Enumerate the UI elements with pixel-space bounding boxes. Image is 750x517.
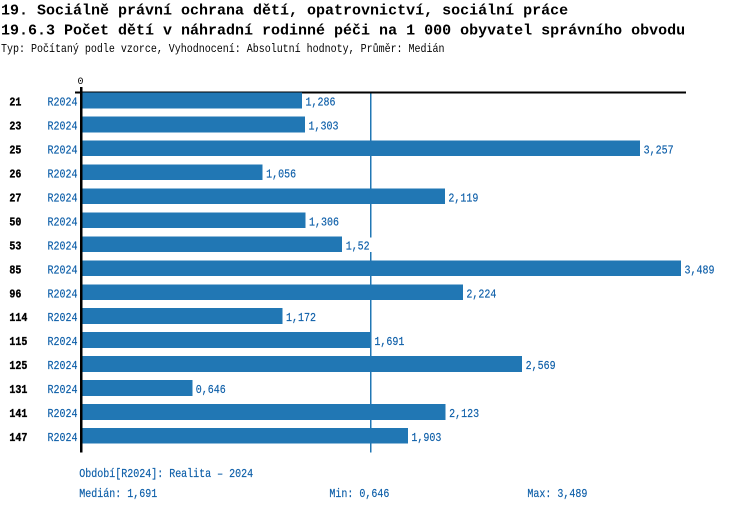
- svg-text:R2024: R2024: [48, 432, 78, 445]
- svg-text:131: 131: [9, 384, 27, 397]
- svg-text:1,172: 1,172: [286, 313, 316, 326]
- svg-text:R2024: R2024: [48, 97, 78, 110]
- svg-text:2,224: 2,224: [466, 289, 496, 302]
- svg-text:147: 147: [9, 432, 27, 445]
- svg-text:25: 25: [9, 145, 21, 158]
- svg-text:1,306: 1,306: [309, 217, 339, 230]
- svg-text:R2024: R2024: [48, 337, 78, 350]
- svg-text:Medián: 1,691: Medián: 1,691: [79, 488, 157, 501]
- svg-text:R2024: R2024: [48, 313, 78, 326]
- svg-text:R2024: R2024: [48, 289, 78, 302]
- svg-text:2,123: 2,123: [449, 408, 479, 421]
- svg-text:Typ: Počítaný podle vzorce, Vy: Typ: Počítaný podle vzorce, Vyhodnocení:…: [1, 42, 445, 56]
- svg-text:19. Sociálně právní ochrana dě: 19. Sociálně právní ochrana dětí, opatro…: [1, 3, 568, 20]
- svg-text:R2024: R2024: [48, 408, 78, 421]
- svg-text:3,257: 3,257: [644, 145, 674, 158]
- svg-text:1,286: 1,286: [306, 97, 336, 110]
- svg-text:R2024: R2024: [48, 121, 78, 134]
- svg-text:R2024: R2024: [48, 384, 78, 397]
- svg-text:23: 23: [9, 121, 21, 134]
- svg-text:1,52: 1,52: [346, 241, 370, 254]
- svg-text:2,569: 2,569: [526, 360, 556, 373]
- svg-text:125: 125: [9, 360, 27, 373]
- svg-text:3,489: 3,489: [685, 265, 715, 278]
- svg-text:114: 114: [9, 313, 27, 326]
- svg-text:50: 50: [9, 217, 21, 230]
- svg-text:53: 53: [9, 241, 21, 254]
- svg-text:R2024: R2024: [48, 360, 78, 373]
- svg-text:1,903: 1,903: [411, 432, 441, 445]
- svg-text:R2024: R2024: [48, 217, 78, 230]
- svg-text:19.6.3 Počet dětí v náhradní r: 19.6.3 Počet dětí v náhradní rodinné péč…: [1, 23, 685, 40]
- svg-text:1,056: 1,056: [266, 169, 296, 182]
- svg-text:1,303: 1,303: [309, 121, 339, 134]
- svg-text:R2024: R2024: [48, 241, 78, 254]
- svg-text:0,646: 0,646: [196, 384, 226, 397]
- svg-text:Max: 3,489: Max: 3,489: [527, 488, 587, 501]
- svg-text:Období[R2024]: Realita – 2024: Období[R2024]: Realita – 2024: [79, 468, 253, 481]
- svg-text:0: 0: [77, 77, 83, 88]
- svg-text:27: 27: [9, 193, 21, 206]
- svg-text:115: 115: [9, 337, 27, 350]
- svg-text:2,119: 2,119: [448, 193, 478, 206]
- svg-text:R2024: R2024: [48, 265, 78, 278]
- svg-text:96: 96: [9, 289, 21, 302]
- svg-text:21: 21: [9, 97, 21, 110]
- svg-text:Min: 0,646: Min: 0,646: [329, 488, 389, 501]
- svg-text:R2024: R2024: [48, 145, 78, 158]
- svg-text:26: 26: [9, 169, 21, 182]
- svg-text:R2024: R2024: [48, 169, 78, 182]
- svg-text:141: 141: [9, 408, 27, 421]
- svg-text:R2024: R2024: [48, 193, 78, 206]
- svg-text:1,691: 1,691: [374, 337, 404, 350]
- svg-text:85: 85: [9, 265, 21, 278]
